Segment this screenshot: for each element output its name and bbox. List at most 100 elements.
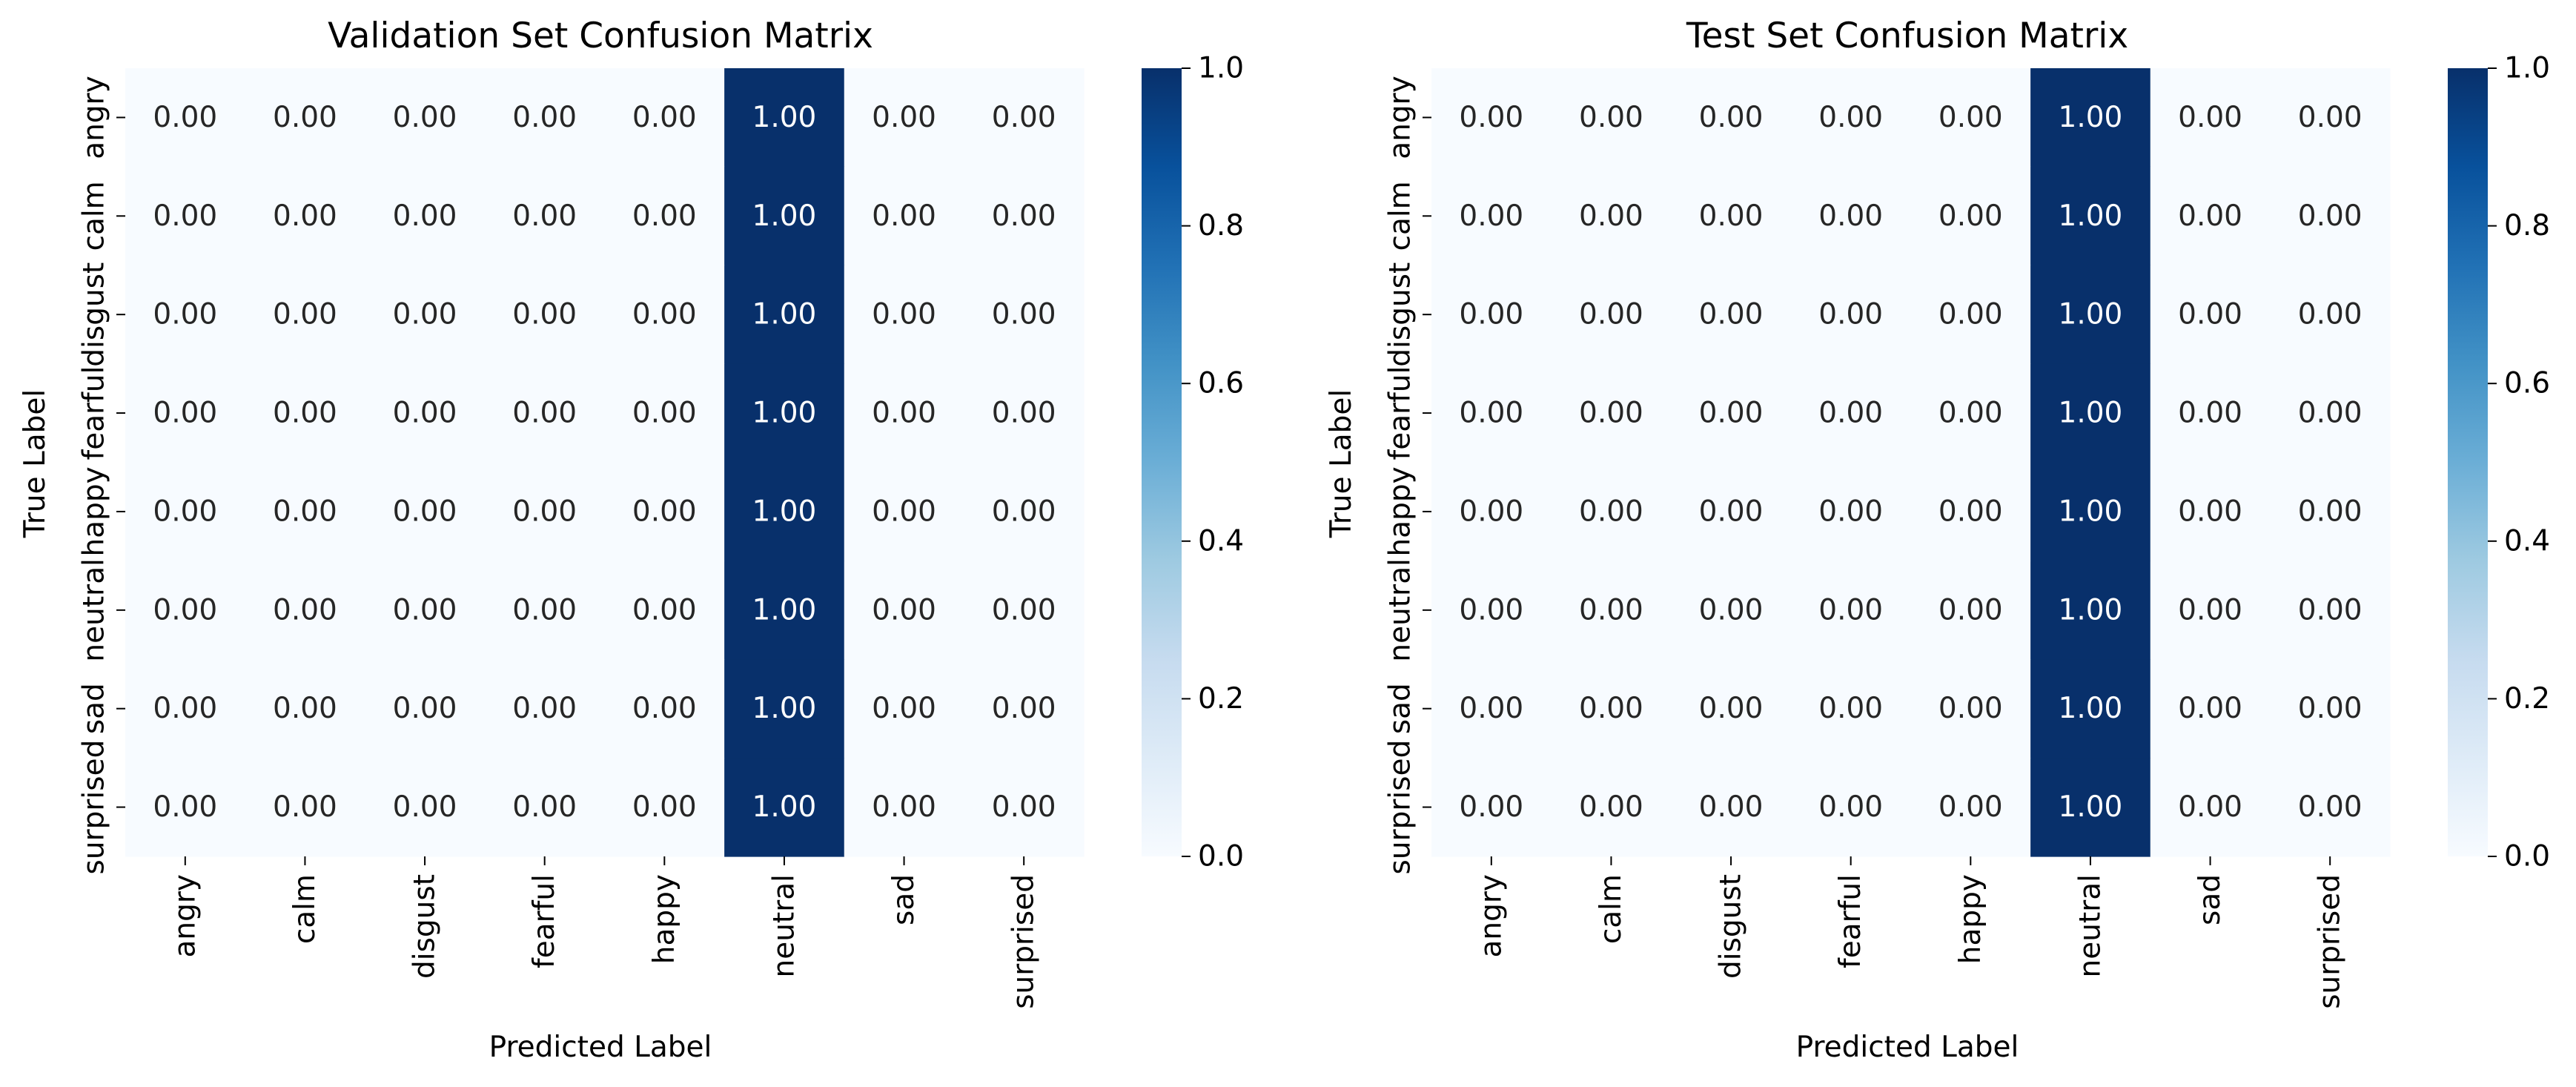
cell-value-label: 0.00 <box>2178 790 2242 824</box>
heatmap-cell <box>964 561 1085 660</box>
y-tick-label: calm <box>1384 181 1417 251</box>
y-tick-label: surprised <box>1384 740 1417 875</box>
heatmap-cell <box>125 363 246 463</box>
cell-value-label: 0.00 <box>2298 101 2363 134</box>
heatmap-cell <box>1551 363 1672 463</box>
colorbar-gradient <box>1142 68 1182 856</box>
y-tick-label: happy <box>78 466 111 556</box>
heatmap-cell <box>844 265 964 365</box>
heatmap-cell <box>484 166 606 266</box>
heatmap-cell <box>1790 265 1912 365</box>
x-tick-label: angry <box>168 874 202 958</box>
x-tick-label: disgust <box>408 874 442 979</box>
heatmap-cell <box>964 659 1085 759</box>
cell-value-label: 0.00 <box>632 397 697 430</box>
heatmap-cell <box>844 462 964 561</box>
cell-value-label: 0.00 <box>2178 199 2242 233</box>
cell-value-label: 0.00 <box>1938 495 2003 528</box>
x-tick-label: happy <box>648 874 681 964</box>
y-tick-label: fearful <box>78 366 111 460</box>
heatmap-cell <box>2150 166 2271 266</box>
cell-value-label: 0.00 <box>1938 790 2003 824</box>
x-tick-label: angry <box>1474 874 1508 958</box>
test-confusion-matrix-panel: Test Set Confusion Matrix 0.00 0.00 0.00 0.… <box>1325 16 2550 1064</box>
cell-value-label: 0.00 <box>1699 692 1764 725</box>
heatmap-cell <box>1671 758 1792 857</box>
heatmap-cell <box>1910 462 2031 561</box>
cell-value-label: 0.00 <box>1699 199 1764 233</box>
heatmap-cell <box>365 758 486 857</box>
heatmap-cell <box>1551 265 1672 365</box>
heatmap-cell <box>484 758 606 857</box>
cell-value-label: 0.00 <box>2298 495 2363 528</box>
heatmap-cell <box>2030 758 2151 857</box>
cell-value-label: 1.00 <box>752 692 817 725</box>
heatmap-cell <box>484 68 606 168</box>
heatmap-cell <box>1431 462 1552 561</box>
heatmap-cell <box>125 166 246 266</box>
cell-value-label: 0.00 <box>2178 593 2242 627</box>
heatmap-cell <box>1431 363 1552 463</box>
cell-value-label: 0.00 <box>393 199 457 233</box>
x-tick-label: neutral <box>2073 874 2107 978</box>
heatmap-cell <box>484 561 606 660</box>
heatmap-cell <box>1671 363 1792 463</box>
x-tick-label: calm <box>288 874 322 944</box>
heatmap-cell <box>724 758 845 857</box>
heatmap-cell <box>2150 68 2271 168</box>
heatmap-cell <box>484 659 606 759</box>
cell-value-label: 0.00 <box>992 692 1056 725</box>
heatmap-cell <box>365 68 486 168</box>
heatmap-cell <box>365 166 486 266</box>
cell-value-label: 0.00 <box>632 101 697 134</box>
x-tick-label: surprised <box>2314 874 2347 1009</box>
cell-value-label: 0.00 <box>872 593 936 627</box>
heatmap-cell <box>1671 659 1792 759</box>
heatmap-cell <box>1910 68 2031 168</box>
cell-value-label: 0.00 <box>153 199 217 233</box>
heatmap-cell <box>964 462 1085 561</box>
cell-value-label: 0.00 <box>872 397 936 430</box>
heatmap-cell <box>2270 758 2391 857</box>
cell-value-label: 1.00 <box>2059 298 2123 331</box>
cell-value-label: 0.00 <box>1938 298 2003 331</box>
heatmap-cell <box>964 363 1085 463</box>
heatmap-cell <box>2270 462 2391 561</box>
heatmap-cell <box>2030 462 2151 561</box>
cell-value-label: 0.00 <box>1459 298 1523 331</box>
cell-value-label: 0.00 <box>992 495 1056 528</box>
cell-value-label: 1.00 <box>2059 397 2123 430</box>
heatmap-cell <box>844 561 964 660</box>
heatmap-cell <box>125 659 246 759</box>
x-axis-label: Predicted Label <box>1796 1031 2019 1064</box>
heatmap-cell <box>604 561 725 660</box>
cell-value-label: 0.00 <box>1818 298 1883 331</box>
heatmap-cell <box>245 462 365 561</box>
cell-value-label: 0.00 <box>1459 199 1523 233</box>
heatmap-cell <box>2150 363 2271 463</box>
heatmap-cell <box>1790 68 1912 168</box>
heatmap-cell <box>1551 758 1672 857</box>
y-tick-label: sad <box>1384 683 1417 734</box>
cell-value-label: 0.00 <box>2298 790 2363 824</box>
cell-value-label: 0.00 <box>153 593 217 627</box>
cell-value-label: 0.00 <box>1818 593 1883 627</box>
x-axis-label: Predicted Label <box>489 1031 712 1064</box>
colorbar: 0.0 0.2 0.4 0.6 0.8 1.0 <box>2448 52 2550 873</box>
heatmap-cell <box>2150 561 2271 660</box>
heatmap-cell <box>724 363 845 463</box>
cell-value-label: 0.00 <box>1579 298 1643 331</box>
cell-value-label: 0.00 <box>1459 495 1523 528</box>
chart-title: Validation Set Confusion Matrix <box>328 16 873 56</box>
colorbar-tick-label: 0.4 <box>2504 524 2550 558</box>
heatmap-cell <box>365 265 486 365</box>
colorbar-ticks: 0.0 0.2 0.4 0.6 0.8 1.0 <box>2488 52 2550 873</box>
cell-value-label: 0.00 <box>2178 692 2242 725</box>
x-tick-label: neutral <box>767 874 801 978</box>
y-tick-label: calm <box>78 181 111 251</box>
cell-value-label: 1.00 <box>752 593 817 627</box>
cell-value-labels: 0.00 0.00 0.00 0.00 0.00 1.00 0.00 0.00 0.00 0.00… <box>1459 101 2362 824</box>
validation-confusion-matrix-panel: Validation Set Confusion Matrix 0.00 0.00… <box>19 16 1244 1064</box>
heatmap-cell <box>245 363 365 463</box>
